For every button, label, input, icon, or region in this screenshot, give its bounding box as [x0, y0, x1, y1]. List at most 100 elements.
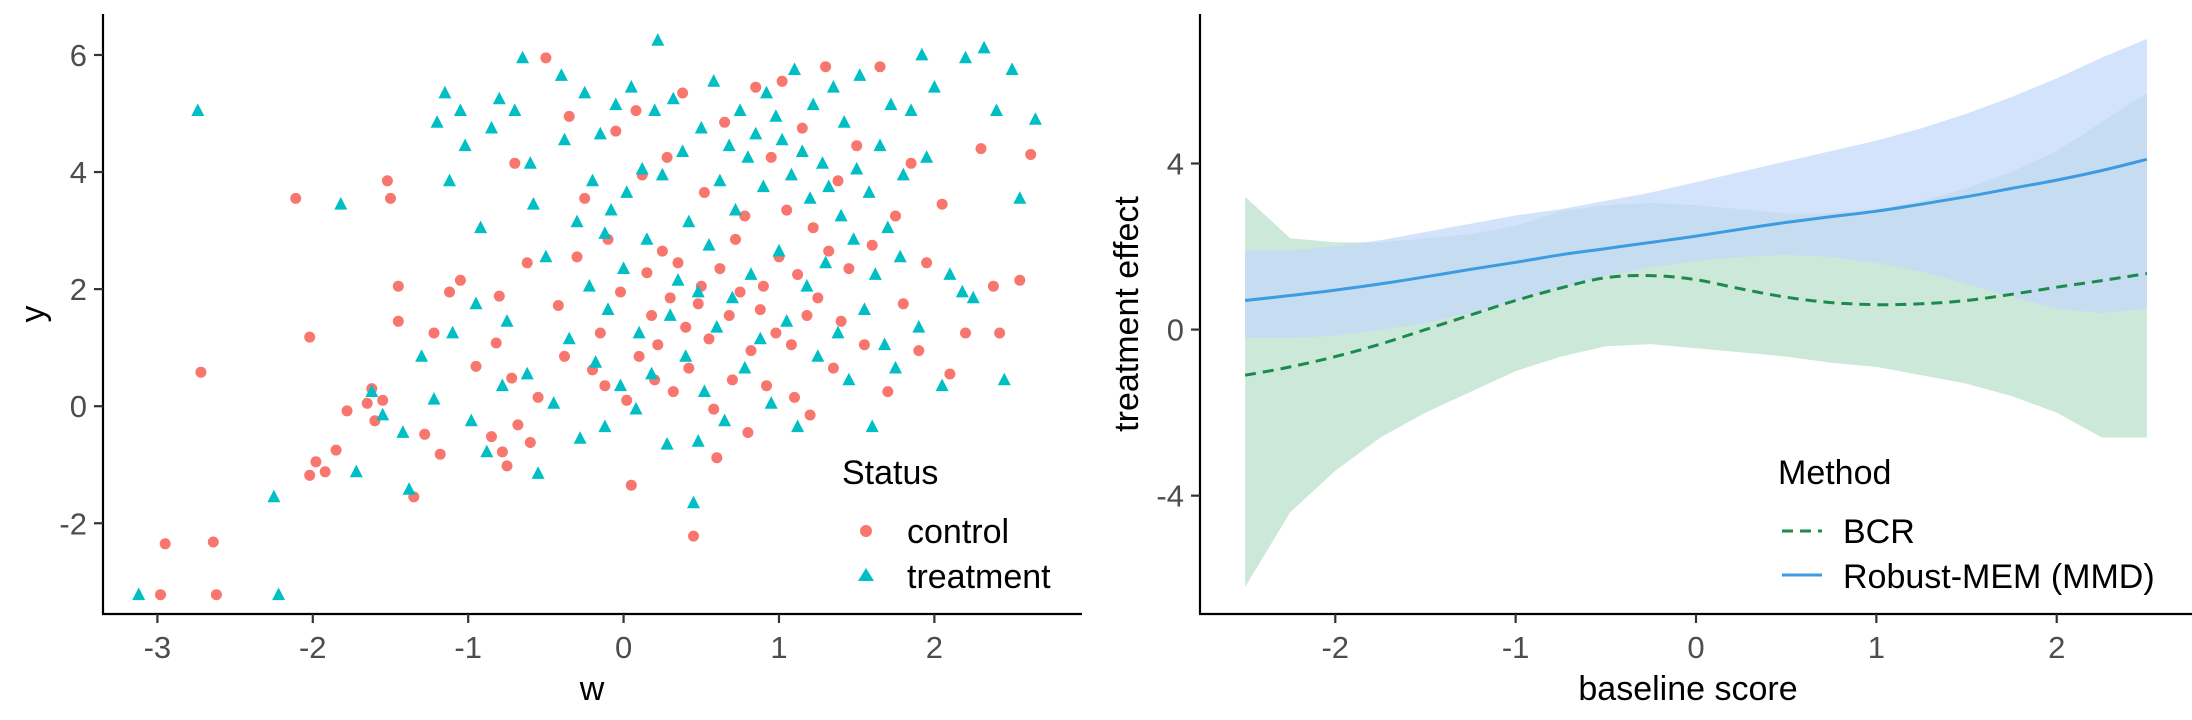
treatment-point-16 [453, 103, 467, 116]
x-axis-title-right: baseline score [1578, 670, 1797, 708]
treatment-point-61 [663, 308, 677, 321]
treatment-point-22 [485, 120, 498, 134]
control-point-78 [730, 233, 741, 245]
treatment-point-89 [772, 243, 786, 257]
treatment-point-64 [676, 144, 690, 157]
control-point-43 [579, 192, 591, 204]
control-point-119 [975, 143, 987, 155]
x-tick-label: -2 [299, 630, 327, 665]
control-point-83 [750, 81, 762, 93]
treatment-point-13 [438, 85, 452, 99]
treatment-point-129 [966, 290, 980, 304]
control-point-90 [776, 75, 788, 87]
control-point-95 [796, 122, 808, 134]
treatment-point-121 [896, 167, 910, 181]
control-point-110 [882, 386, 894, 398]
treatment-point-0 [132, 587, 146, 601]
robust-mem-band [1245, 38, 2147, 338]
treatment-point-45 [601, 302, 615, 315]
x-tick-label: 2 [2048, 630, 2065, 665]
treatment-point-96 [800, 279, 814, 292]
treatment-point-48 [614, 378, 627, 392]
treatment-point-95 [795, 144, 809, 157]
treatment-point-4 [334, 197, 348, 210]
treatment-point-84 [753, 331, 767, 345]
treatment-point-100 [816, 156, 829, 169]
treatment-point-60 [660, 437, 674, 450]
treatment-point-52 [629, 401, 643, 415]
control-point-61 [664, 292, 676, 304]
control-point-81 [742, 427, 754, 438]
control-point-27 [486, 431, 497, 443]
treatment-point-62 [666, 91, 680, 105]
treatment-point-55 [640, 232, 654, 245]
control-point-21 [419, 428, 431, 440]
treatment-point-82 [744, 267, 758, 280]
control-point-87 [765, 151, 777, 163]
treatment-point-67 [687, 495, 700, 509]
treatment-point-74 [713, 173, 727, 187]
treatment-point-8 [396, 425, 410, 438]
control-point-17 [385, 192, 396, 204]
x-tick-label: 0 [615, 630, 632, 665]
control-point-18 [392, 315, 404, 327]
control-point-115 [921, 257, 933, 269]
treatment-point-9 [402, 482, 416, 495]
control-point-2 [207, 536, 219, 548]
control-point-109 [874, 61, 886, 73]
treatment-point-120 [893, 249, 907, 263]
control-point-39 [552, 300, 564, 311]
control-point-55 [641, 267, 653, 279]
control-point-49 [615, 286, 626, 298]
control-point-117 [944, 368, 956, 380]
treatment-point-116 [878, 337, 892, 351]
treatment-point-30 [526, 197, 540, 210]
control-point-92 [785, 339, 797, 351]
treatment-point-38 [573, 431, 587, 444]
treatment-point-117 [881, 220, 895, 234]
treatment-point-123 [912, 320, 926, 333]
treatment-point-25 [500, 314, 514, 327]
x-tick-label: 0 [1687, 630, 1704, 665]
control-point-45 [594, 327, 606, 339]
legend-key-control [860, 525, 872, 537]
treatment-point-127 [943, 267, 957, 280]
y-tick-label: 2 [70, 272, 87, 307]
treatment-point-3 [267, 489, 281, 503]
control-point-94 [792, 269, 804, 280]
control-point-105 [843, 263, 855, 275]
treatment-point-73 [710, 320, 724, 333]
y-axis-ticks-right: -4 0 4 [1156, 146, 1200, 514]
x-tick-label: 2 [926, 630, 943, 665]
control-point-13 [361, 397, 373, 409]
treatment-point-49 [617, 261, 631, 274]
bcr-line [1244, 272, 2148, 377]
treatment-point-32 [539, 249, 553, 263]
control-point-28 [493, 290, 505, 302]
control-point-11 [341, 405, 353, 417]
x-axis-ticks: -3 -2 -1 0 1 2 [144, 614, 943, 665]
control-point-46 [599, 380, 611, 392]
control-point-36 [524, 437, 536, 448]
control-point-98 [807, 222, 819, 234]
control-point-91 [781, 204, 793, 216]
scatter-points [132, 33, 1042, 601]
treatment-point-7 [376, 407, 390, 421]
control-point-93 [789, 391, 800, 403]
control-point-48 [610, 125, 622, 137]
treatment-point-81 [741, 150, 755, 163]
control-point-32 [506, 372, 518, 384]
treatment-point-113 [865, 419, 879, 433]
control-point-7 [310, 456, 322, 468]
control-point-114 [913, 345, 925, 357]
treatment-point-41 [586, 173, 599, 187]
treatment-point-83 [749, 126, 763, 140]
treatment-point-37 [570, 214, 584, 228]
legend-title-method: Method [1778, 454, 1891, 492]
treatment-point-44 [598, 419, 612, 433]
treatment-point-78 [729, 202, 742, 216]
treatment-point-24 [495, 378, 509, 392]
treatment-point-53 [632, 325, 646, 339]
x-tick-label: -3 [144, 630, 172, 665]
control-point-26 [470, 360, 482, 372]
